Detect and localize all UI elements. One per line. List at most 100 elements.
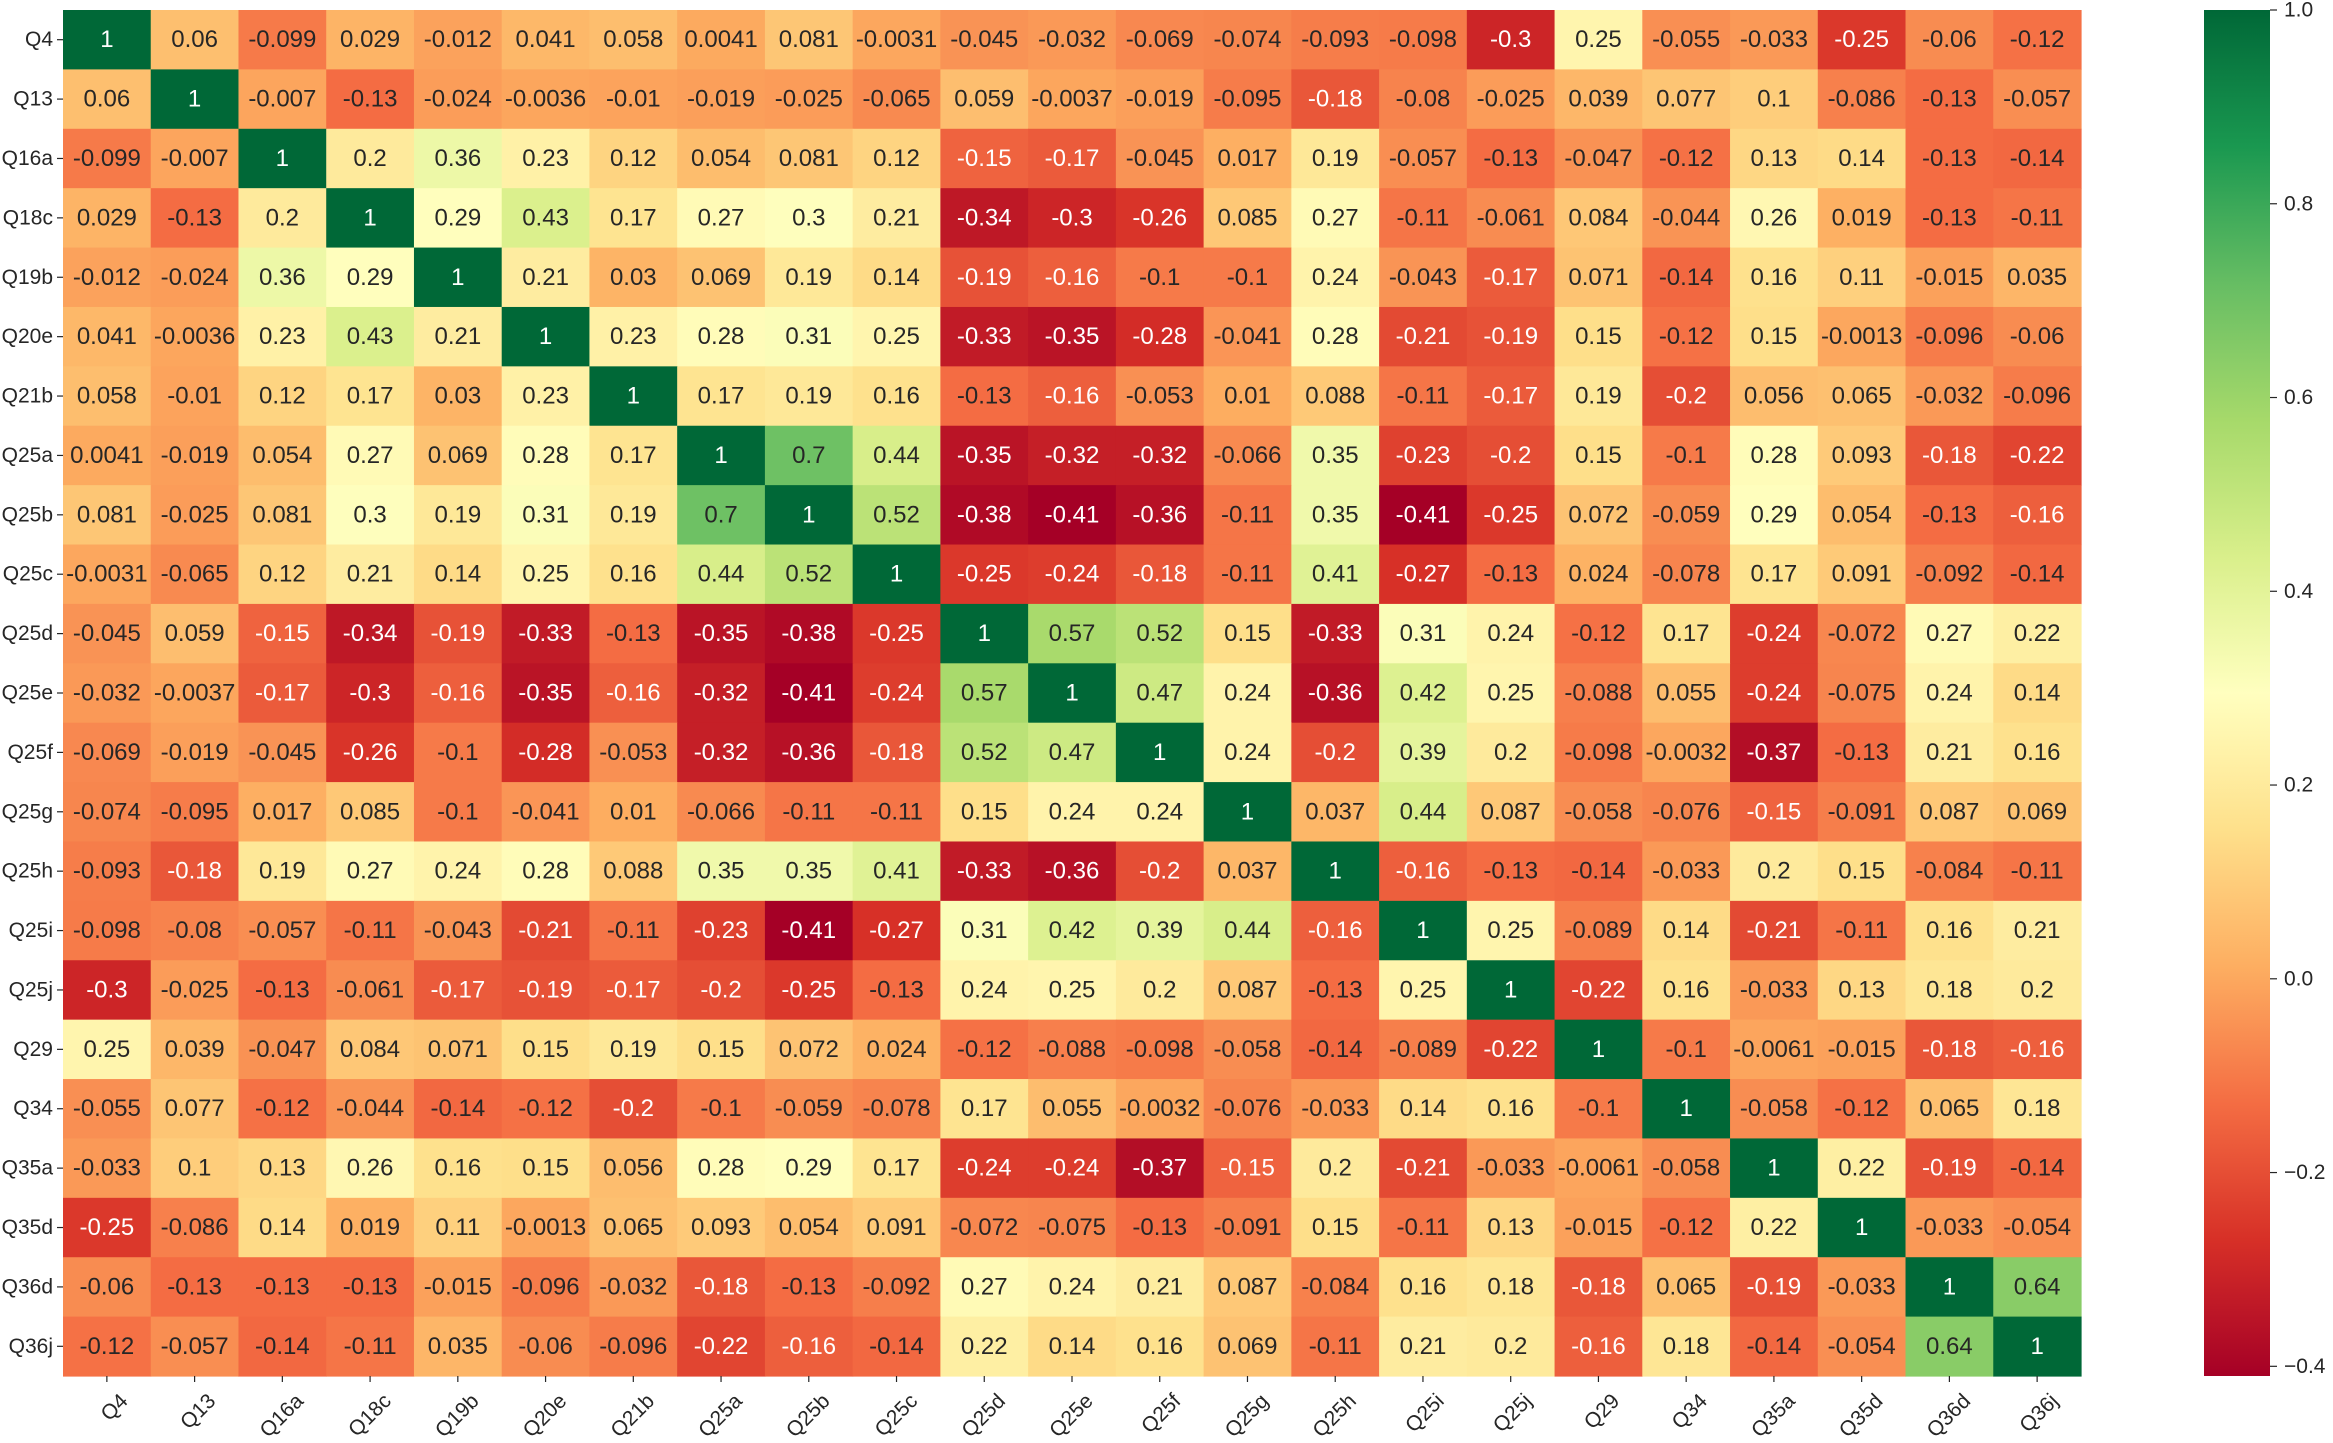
heatmap-cell-Q36j-Q25d <box>940 1316 1029 1377</box>
heatmap-cell-Q25h-Q35a <box>1730 841 1819 902</box>
cell-label-Q25j-Q13: -0.025 <box>161 976 229 1003</box>
heatmap-cell-Q29-Q25g <box>1203 1019 1292 1080</box>
cell-label-Q25f-Q25f: 1 <box>1153 739 1166 766</box>
heatmap-cell-Q25h-Q25b <box>764 841 854 902</box>
cell-label-Q20e-Q25g: -0.041 <box>1213 323 1281 350</box>
cell-label-Q25j-Q36d: 0.18 <box>1926 976 1973 1003</box>
heatmap-cell-Q25h-Q18c <box>326 841 415 902</box>
cell-label-Q4-Q25f: -0.069 <box>1126 26 1194 53</box>
heatmap-cell-Q35d-Q25j <box>1466 1197 1556 1258</box>
cell-label-Q20e-Q25d: -0.33 <box>957 323 1012 350</box>
cell-label-Q35a-Q25j: -0.033 <box>1477 1155 1545 1182</box>
cell-label-Q21b-Q25h: 0.088 <box>1305 383 1365 410</box>
heatmap-cell-Q36d-Q25c <box>852 1257 941 1318</box>
heatmap-cell-Q34-Q25e <box>1028 1079 1117 1140</box>
x-tick-label-Q20e: Q20e <box>519 1389 572 1442</box>
cell-label-Q36d-Q25c: -0.092 <box>862 1273 930 1300</box>
cell-label-Q19b-Q25c: 0.14 <box>873 264 920 291</box>
cell-label-Q20e-Q25f: -0.28 <box>1132 323 1187 350</box>
cell-label-Q36j-Q25b: -0.16 <box>781 1333 836 1360</box>
heatmap-cell-Q16a-Q25f <box>1115 128 1205 189</box>
heatmap-cell-Q25c-Q29 <box>1554 544 1643 605</box>
heatmap-cells <box>63 10 2082 1377</box>
cell-label-Q35d-Q20e: -0.0013 <box>505 1214 586 1241</box>
heatmap-cell-Q35d-Q25d <box>940 1197 1029 1258</box>
heatmap-cell-Q34-Q25f <box>1115 1079 1205 1140</box>
heatmap-cell-Q29-Q19b <box>413 1019 503 1080</box>
cell-label-Q29-Q34: -0.1 <box>1665 1036 1706 1063</box>
cell-label-Q25g-Q21b: 0.01 <box>610 798 657 825</box>
heatmap-cell-Q18c-Q34 <box>1642 188 1731 249</box>
cell-label-Q36d-Q4: -0.06 <box>80 1273 135 1300</box>
heatmap-cell-Q35d-Q21b <box>589 1197 678 1258</box>
heatmap-cell-Q25c-Q19b <box>413 544 503 605</box>
heatmap-cell-Q19b-Q25c <box>852 247 941 308</box>
cell-label-Q25b-Q25j: -0.25 <box>1483 501 1538 528</box>
cell-label-Q25a-Q25e: -0.32 <box>1045 442 1100 469</box>
heatmap-cell-Q36d-Q36j <box>1993 1257 2082 1318</box>
cell-label-Q4-Q25h: -0.093 <box>1301 26 1369 53</box>
cell-label-Q20e-Q20e: 1 <box>539 323 552 350</box>
heatmap-cell-Q36d-Q20e <box>501 1257 591 1318</box>
heatmap-cell-Q29-Q36d <box>1905 1019 1994 1080</box>
heatmap-cell-Q25h-Q21b <box>589 841 678 902</box>
heatmap-cell-Q25d-Q29 <box>1554 603 1643 664</box>
heatmap-cell-Q16a-Q19b <box>413 128 503 189</box>
heatmap-cell-Q34-Q25j <box>1466 1079 1556 1140</box>
heatmap-cell-Q18c-Q13 <box>150 188 240 249</box>
heatmap-cell-Q25h-Q4 <box>63 841 152 902</box>
heatmap-cell-Q25g-Q25g <box>1203 782 1292 843</box>
cell-label-Q25j-Q19b: -0.17 <box>430 976 485 1003</box>
y-tick-label-Q25b: Q25b <box>2 503 53 526</box>
heatmap-cell-Q13-Q13 <box>150 69 240 130</box>
heatmap-cell-Q20e-Q13 <box>150 306 240 367</box>
cell-label-Q25j-Q25j: 1 <box>1504 976 1517 1003</box>
heatmap-cell-Q25c-Q35d <box>1817 544 1907 605</box>
heatmap-cell-Q16a-Q20e <box>501 128 591 189</box>
cell-label-Q36j-Q25j: 0.2 <box>1494 1333 1527 1360</box>
heatmap-cell-Q13-Q34 <box>1642 69 1731 130</box>
cell-label-Q25f-Q25d: 0.52 <box>961 739 1008 766</box>
cell-label-Q18c-Q35a: 0.26 <box>1751 204 1798 231</box>
cell-label-Q25i-Q21b: -0.11 <box>607 917 660 944</box>
cell-label-Q25i-Q19b: -0.043 <box>424 917 492 944</box>
heatmap-cell-Q25j-Q35a <box>1730 960 1819 1021</box>
cell-label-Q25b-Q25a: 0.7 <box>704 501 737 528</box>
heatmap-cell-Q25j-Q25a <box>677 960 766 1021</box>
cell-label-Q34-Q25i: 0.14 <box>1400 1095 1447 1122</box>
heatmap-cell-Q25a-Q19b <box>413 425 503 486</box>
cell-label-Q21b-Q4: 0.058 <box>77 383 137 410</box>
cell-label-Q25h-Q36j: -0.11 <box>2011 858 2064 885</box>
cell-label-Q29-Q4: 0.25 <box>84 1036 131 1063</box>
heatmap-cell-Q4-Q25h <box>1291 10 1380 70</box>
cell-label-Q29-Q35a: -0.0061 <box>1733 1036 1814 1063</box>
colorbar-tick-label: 0.8 <box>2284 192 2313 215</box>
heatmap-cell-Q35a-Q25j <box>1466 1138 1556 1199</box>
heatmap-cell-Q36j-Q19b <box>413 1316 503 1377</box>
cell-label-Q21b-Q34: -0.2 <box>1665 383 1706 410</box>
cell-label-Q36j-Q36d: 0.64 <box>1926 1333 1973 1360</box>
heatmap-cell-Q25e-Q25c <box>852 663 941 724</box>
cell-label-Q18c-Q4: 0.029 <box>77 204 137 231</box>
colorbar-gradient <box>2204 10 2270 1376</box>
cell-label-Q25d-Q35d: -0.072 <box>1828 620 1896 647</box>
heatmap-cell-Q34-Q35d <box>1817 1079 1907 1140</box>
cell-label-Q19b-Q25j: -0.17 <box>1483 264 1538 291</box>
cell-label-Q29-Q25j: -0.22 <box>1483 1036 1538 1063</box>
heatmap-cell-Q35a-Q25e <box>1028 1138 1117 1199</box>
heatmap-cell-Q25a-Q13 <box>150 425 240 486</box>
heatmap-cell-Q34-Q34 <box>1642 1079 1731 1140</box>
cell-label-Q36d-Q35d: -0.033 <box>1828 1273 1896 1300</box>
cell-label-Q25d-Q21b: -0.13 <box>606 620 661 647</box>
y-tick-label-Q35a: Q35a <box>2 1157 54 1180</box>
cell-label-Q25c-Q35a: 0.17 <box>1751 561 1798 588</box>
y-tick-label-Q16a: Q16a <box>2 147 54 170</box>
heatmap-cell-Q25i-Q25f <box>1115 900 1205 961</box>
cell-label-Q25i-Q25b: -0.41 <box>781 917 836 944</box>
heatmap-cell-Q25i-Q25d <box>940 900 1029 961</box>
heatmap-cell-Q25j-Q25f <box>1115 960 1205 1021</box>
heatmap-cell-Q36j-Q25e <box>1028 1316 1117 1377</box>
heatmap-cell-Q25a-Q25f <box>1115 425 1205 486</box>
cell-label-Q25h-Q25i: -0.16 <box>1396 858 1451 885</box>
heatmap-cell-Q25d-Q25f <box>1115 603 1205 664</box>
